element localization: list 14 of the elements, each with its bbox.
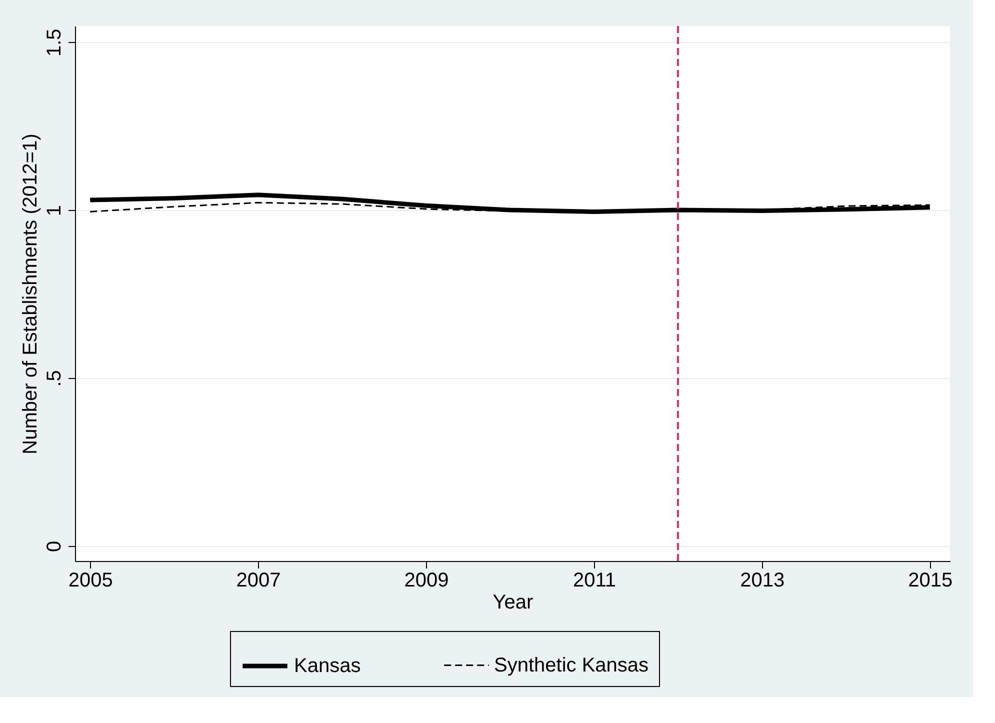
x-tick-label: 2015 [908,570,953,592]
x-tick-label: 2011 [572,570,616,592]
y-axis-title: Number of Establishments (2012=1) [20,134,42,454]
y-tick-label: 1.5 [44,28,66,57]
y-tick-label: 1 [44,204,66,216]
x-tick-label: 2007 [236,570,281,592]
y-tick-label: .5 [44,370,66,387]
x-tick-label: 2009 [404,570,449,592]
x-tick-label: 2013 [740,570,785,592]
y-tick-label: 0 [44,540,66,552]
legend-label: Synthetic Kansas [494,654,649,676]
legend-label: Kansas [294,655,361,677]
x-axis-title: Year [492,592,534,614]
x-tick-label: 2005 [68,570,113,592]
